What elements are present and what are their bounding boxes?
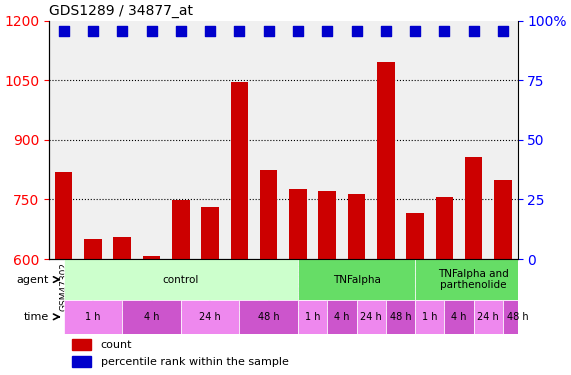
Bar	[84, 239, 102, 375]
FancyBboxPatch shape	[122, 300, 181, 334]
Text: 1 h: 1 h	[305, 312, 320, 322]
FancyBboxPatch shape	[181, 300, 239, 334]
Point	[293, 27, 303, 33]
Text: 48 h: 48 h	[258, 312, 279, 322]
Bar	[202, 207, 219, 375]
Bar	[465, 156, 482, 375]
Point	[381, 27, 391, 33]
Point	[59, 27, 68, 33]
FancyBboxPatch shape	[63, 300, 122, 334]
Point	[147, 27, 156, 33]
Bar	[143, 256, 160, 375]
Point	[469, 27, 478, 33]
Text: 48 h: 48 h	[389, 312, 411, 322]
Point	[118, 27, 127, 33]
Point	[235, 27, 244, 33]
Text: 1 h: 1 h	[422, 312, 437, 322]
Point	[264, 27, 274, 33]
Bar	[494, 180, 512, 375]
Point	[323, 27, 332, 33]
Bar	[73, 339, 91, 350]
Bar	[348, 194, 365, 375]
Point	[176, 27, 186, 33]
Bar	[231, 82, 248, 375]
Point	[89, 27, 98, 33]
FancyBboxPatch shape	[239, 300, 298, 334]
FancyBboxPatch shape	[415, 259, 532, 300]
Text: control: control	[163, 274, 199, 285]
Bar	[377, 62, 395, 375]
FancyBboxPatch shape	[474, 300, 503, 334]
FancyBboxPatch shape	[386, 300, 415, 334]
Text: TNFalpha and
parthenolide: TNFalpha and parthenolide	[439, 269, 509, 290]
Text: 4 h: 4 h	[144, 312, 159, 322]
Bar	[407, 213, 424, 375]
Text: TNFalpha: TNFalpha	[332, 274, 380, 285]
Text: time: time	[24, 312, 49, 322]
FancyBboxPatch shape	[298, 259, 415, 300]
Bar	[114, 237, 131, 375]
Point	[352, 27, 361, 33]
Bar	[319, 192, 336, 375]
Bar	[289, 189, 307, 375]
Point	[440, 27, 449, 33]
FancyBboxPatch shape	[298, 300, 327, 334]
Text: 24 h: 24 h	[360, 312, 382, 322]
Point	[498, 27, 508, 33]
Text: 1 h: 1 h	[85, 312, 100, 322]
Text: GDS1289 / 34877_at: GDS1289 / 34877_at	[49, 4, 193, 18]
Text: 4 h: 4 h	[334, 312, 349, 322]
FancyBboxPatch shape	[63, 259, 298, 300]
Point	[411, 27, 420, 33]
Text: 24 h: 24 h	[477, 312, 499, 322]
FancyBboxPatch shape	[444, 300, 474, 334]
Text: 4 h: 4 h	[451, 312, 467, 322]
Bar	[73, 356, 91, 367]
Point	[206, 27, 215, 33]
FancyBboxPatch shape	[327, 300, 356, 334]
Text: 48 h: 48 h	[507, 312, 528, 322]
FancyBboxPatch shape	[503, 300, 532, 334]
Bar	[260, 170, 278, 375]
Text: count: count	[100, 340, 132, 350]
Text: agent: agent	[17, 274, 49, 285]
FancyBboxPatch shape	[415, 300, 444, 334]
Bar	[172, 200, 190, 375]
Text: 24 h: 24 h	[199, 312, 221, 322]
Text: percentile rank within the sample: percentile rank within the sample	[100, 357, 288, 366]
FancyBboxPatch shape	[356, 300, 386, 334]
Bar	[55, 172, 73, 375]
Bar	[436, 198, 453, 375]
